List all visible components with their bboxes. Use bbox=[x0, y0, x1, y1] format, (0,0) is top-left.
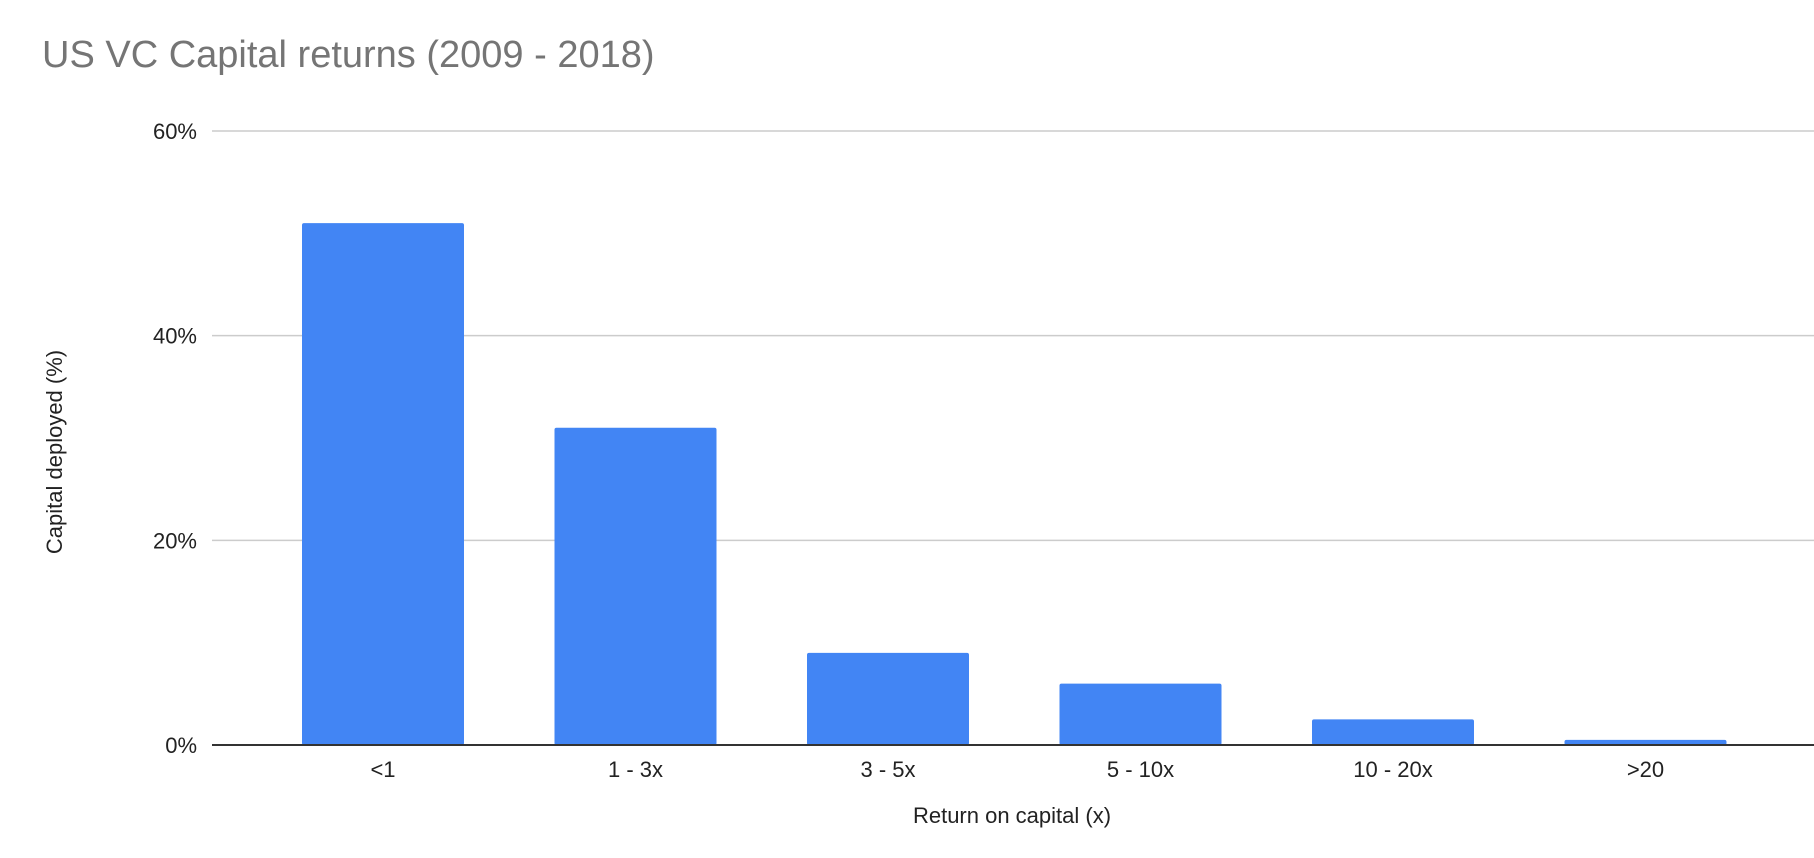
x-tick-label: >20 bbox=[1627, 757, 1664, 782]
y-axis-ticks: 0% 20% 40% 60% bbox=[153, 119, 197, 758]
x-tick-label: 10 - 20x bbox=[1353, 757, 1433, 782]
x-axis-ticks: <1 1 - 3x 3 - 5x 5 - 10x 10 - 20x >20 bbox=[370, 757, 1664, 782]
x-tick-label: 1 - 3x bbox=[608, 757, 663, 782]
bar bbox=[807, 652, 969, 745]
gridlines bbox=[212, 130, 1814, 542]
bar bbox=[554, 427, 717, 745]
x-tick-label: 5 - 10x bbox=[1107, 757, 1174, 782]
y-tick-label: 40% bbox=[153, 324, 197, 349]
x-tick-label: 3 - 5x bbox=[860, 757, 915, 782]
y-tick-label: 20% bbox=[153, 528, 197, 553]
y-tick-label: 0% bbox=[165, 733, 197, 758]
bar bbox=[1059, 683, 1222, 745]
bar bbox=[1564, 739, 1727, 745]
x-axis-title: Return on capital (x) bbox=[913, 803, 1111, 828]
chart-title: US VC Capital returns (2009 - 2018) bbox=[42, 34, 655, 76]
x-tick-label: <1 bbox=[370, 757, 395, 782]
bar bbox=[302, 223, 464, 746]
bars bbox=[302, 223, 1727, 746]
y-axis-title: Capital deployed (%) bbox=[42, 350, 67, 554]
y-tick-label: 60% bbox=[153, 119, 197, 144]
bar bbox=[1312, 719, 1474, 745]
